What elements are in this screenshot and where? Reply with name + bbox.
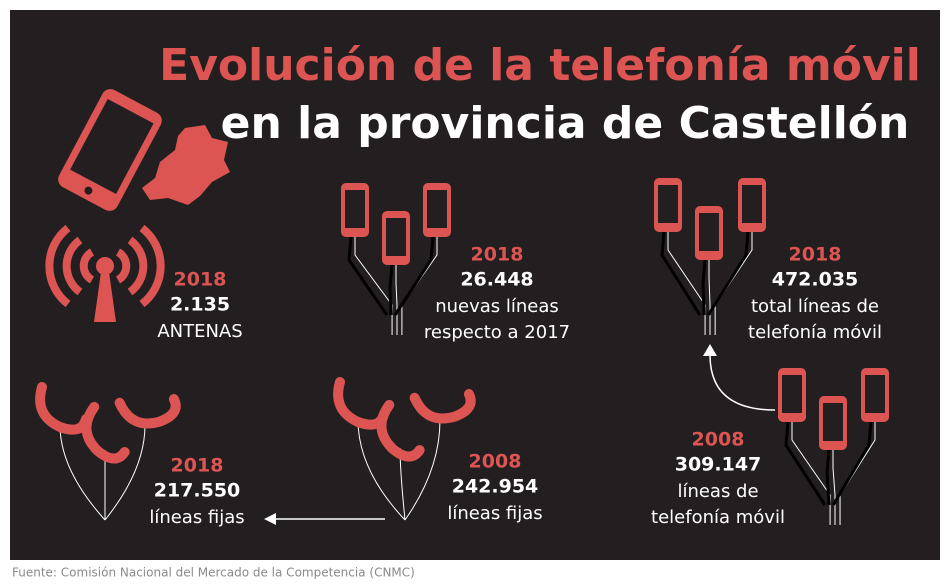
wire	[825, 449, 831, 506]
wire	[701, 259, 707, 316]
handset	[114, 394, 181, 429]
phone-icon	[58, 89, 162, 211]
phone-screen	[427, 190, 447, 228]
phones-icon	[654, 178, 766, 335]
panel	[10, 10, 940, 560]
arrow	[703, 344, 717, 356]
stat-value: 26.448	[460, 269, 533, 291]
wire	[393, 236, 435, 316]
handset	[81, 401, 130, 464]
wire	[104, 424, 146, 521]
phone-screen	[742, 185, 762, 223]
stat-year: 2018	[471, 244, 524, 266]
phone-screen	[782, 375, 802, 413]
stat-label: telefonía móvil	[651, 507, 785, 528]
phone-screen	[699, 213, 719, 251]
wire	[395, 265, 398, 335]
stat-value: 309.147	[675, 454, 762, 476]
stat-label: total líneas de	[751, 296, 879, 317]
stat-year: 2018	[171, 455, 224, 477]
wire	[357, 419, 406, 521]
handset	[376, 399, 425, 462]
antenna-icon	[96, 257, 114, 275]
stat-label: telefonía móvil	[748, 322, 882, 343]
phone-screen	[865, 375, 885, 413]
wire	[831, 421, 873, 506]
stat-value: 242.954	[452, 476, 539, 498]
stat-label: nuevas líneas	[435, 296, 559, 317]
wire	[832, 450, 836, 525]
map-icon	[142, 125, 230, 205]
stat-year: 2008	[692, 429, 745, 451]
stat-year: 2018	[789, 244, 842, 266]
phones-icon	[778, 368, 889, 525]
stat-label: líneas fijas	[447, 503, 542, 524]
phone-screen	[386, 218, 406, 256]
wire	[354, 237, 393, 335]
wire	[388, 264, 394, 316]
wire	[839, 422, 876, 525]
phone-screen	[658, 185, 678, 223]
wire	[660, 231, 702, 316]
handsets-icon	[35, 382, 181, 521]
wire	[404, 419, 441, 521]
wire	[708, 260, 711, 335]
source: Fuente: Comisión Nacional del Mercado de…	[12, 566, 415, 580]
arrow	[709, 354, 776, 411]
wire	[59, 424, 106, 521]
stat-label: respecto a 2017	[424, 322, 570, 343]
title-line-2: en la provincia de Castellón	[221, 98, 910, 149]
stat-year: 2018	[174, 269, 227, 291]
stat-label: líneas de	[677, 481, 758, 502]
antenna-icon	[45, 224, 165, 308]
stat-value: 217.550	[154, 480, 241, 502]
wire	[347, 236, 389, 316]
stat-label: ANTENAS	[157, 321, 242, 342]
wire	[784, 421, 827, 506]
stat-value: 472.035	[772, 269, 859, 291]
wire	[667, 232, 706, 335]
stat-label: líneas fijas	[149, 507, 244, 528]
handset	[409, 389, 476, 424]
phone-screen	[823, 403, 843, 441]
wire	[707, 231, 750, 316]
antenna-icon	[94, 272, 116, 322]
wire	[791, 422, 831, 525]
title-line-1: Evolución de la telefonía móvil	[159, 40, 921, 91]
phones-icon	[341, 183, 451, 335]
stat-year: 2008	[469, 451, 522, 473]
handsets-icon	[333, 377, 476, 521]
arrow	[264, 513, 276, 525]
phone-screen	[345, 190, 365, 228]
stat-value: 2.135	[170, 294, 230, 316]
